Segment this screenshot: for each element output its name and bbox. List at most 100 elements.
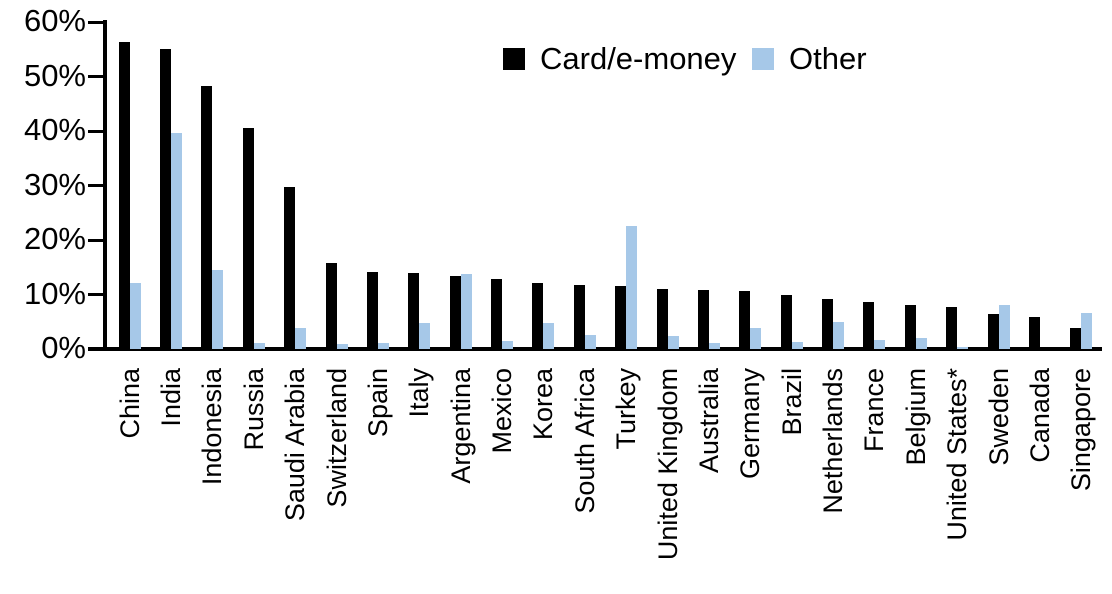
category-group-sweden (978, 22, 1019, 349)
bar-other (129, 282, 141, 349)
x-axis-label: Brazil (776, 368, 807, 436)
bar-other (833, 322, 845, 349)
x-axis-label: China (114, 368, 145, 439)
x-axis-label: Indonesia (197, 368, 228, 486)
x-axis-label: Saudi Arabia (280, 368, 311, 522)
legend-item-card-e-money: Card/e-money (503, 40, 736, 78)
other-swatch-icon (752, 48, 774, 70)
bar-other (998, 305, 1010, 349)
bar-other (171, 132, 183, 349)
bar-card-e-money (697, 290, 709, 349)
bar-card-e-money (491, 278, 503, 349)
y-axis-tick-label: 0% (41, 330, 86, 365)
bar-other (460, 273, 472, 349)
bar-other (212, 269, 224, 349)
category-group-saudi-arabia (275, 22, 316, 349)
category-group-russia (233, 22, 274, 349)
y-axis-line (103, 20, 107, 351)
category-group-spain (357, 22, 398, 349)
y-axis-tick (88, 129, 104, 133)
bar-card-e-money (160, 48, 172, 349)
bar-other (419, 323, 431, 349)
y-axis-tick-label: 40% (23, 112, 86, 147)
category-group-singapore (1061, 22, 1102, 349)
bar-card-e-money (118, 42, 130, 349)
y-axis-tick (88, 20, 104, 24)
x-axis-label: Korea (528, 368, 559, 441)
x-axis-line (88, 347, 1102, 351)
bar-other (1081, 313, 1093, 349)
x-axis-label: Spain (362, 368, 393, 438)
bar-other (708, 343, 720, 349)
category-group-argentina (440, 22, 481, 349)
category-group-switzerland (316, 22, 357, 349)
bar-other (295, 327, 307, 349)
legend-label-card-e-money: Card/e-money (540, 41, 737, 76)
category-group-belgium (895, 22, 936, 349)
plot-area (109, 22, 1102, 349)
x-axis-label: India (156, 368, 187, 427)
bar-other (915, 337, 927, 349)
bar-other (253, 343, 265, 349)
category-group-india (150, 22, 191, 349)
bar-card-e-money (615, 285, 627, 349)
x-axis-label: Switzerland (321, 368, 352, 508)
category-group-germany (730, 22, 771, 349)
category-group-south-africa (564, 22, 605, 349)
x-axis-label: United States* (942, 368, 973, 541)
bar-card-e-money (325, 263, 337, 349)
y-axis-tick-label: 50% (23, 57, 86, 93)
x-axis-label: Sweden (983, 368, 1014, 466)
category-group-australia (688, 22, 729, 349)
bar-card-e-money (201, 85, 213, 349)
bar-other (626, 226, 638, 349)
y-axis-tick-label: 20% (23, 221, 86, 256)
card-e-money-swatch-icon (503, 48, 525, 70)
bar-card-e-money (987, 313, 999, 349)
legend-label-other: Other (789, 41, 867, 76)
x-axis-label: Russia (238, 368, 269, 451)
bar-card-e-money (573, 285, 585, 349)
x-axis-label: Canada (1024, 368, 1055, 463)
y-axis-tick (88, 238, 104, 242)
bar-other (957, 347, 969, 349)
x-axis-label: Italy (404, 368, 435, 418)
legend-item-other: Other (752, 40, 867, 78)
bar-other (336, 344, 348, 349)
y-axis-tick-label: 10% (23, 275, 86, 311)
bar-card-e-money (284, 186, 296, 349)
category-group-united-kingdom (647, 22, 688, 349)
x-axis-label: Australia (693, 368, 724, 474)
category-group-turkey (606, 22, 647, 349)
bar-card-e-money (449, 275, 461, 349)
bar-card-e-money (822, 298, 834, 349)
bar-other (377, 343, 389, 349)
bar-card-e-money (1028, 316, 1040, 349)
x-axis-label: Germany (735, 368, 766, 480)
bar-other (667, 335, 679, 349)
bar-other (874, 340, 886, 349)
bar-card-e-money (656, 289, 668, 349)
bar-card-e-money (408, 272, 420, 349)
y-axis-tick (88, 75, 104, 78)
y-axis-tick-label: 30% (23, 166, 86, 202)
x-axis-label: Turkey (611, 368, 642, 450)
legend: Card/e-money Other (0, 40, 1112, 80)
x-axis-label: France (859, 368, 890, 453)
bar-card-e-money (904, 304, 916, 349)
y-axis-tick (88, 184, 104, 187)
bar-other (750, 327, 762, 349)
category-group-united-states- (937, 22, 978, 349)
category-group-brazil (771, 22, 812, 349)
y-axis-tick (88, 293, 104, 296)
bar-card-e-money (366, 271, 378, 349)
category-group-indonesia (192, 22, 233, 349)
bar-card-e-money (242, 128, 254, 349)
bar-other (584, 335, 596, 349)
x-axis-label: Mexico (487, 368, 518, 454)
y-axis-tick-label: 60% (23, 3, 86, 38)
category-group-mexico (481, 22, 522, 349)
category-group-korea (523, 22, 564, 349)
bar-other (502, 340, 514, 349)
